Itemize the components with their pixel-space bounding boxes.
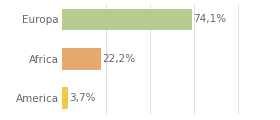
Text: 74,1%: 74,1%: [193, 14, 227, 24]
Bar: [62, 87, 68, 109]
Bar: [62, 9, 192, 30]
Bar: [62, 48, 101, 70]
Text: 22,2%: 22,2%: [102, 54, 135, 64]
Text: 3,7%: 3,7%: [69, 93, 96, 103]
